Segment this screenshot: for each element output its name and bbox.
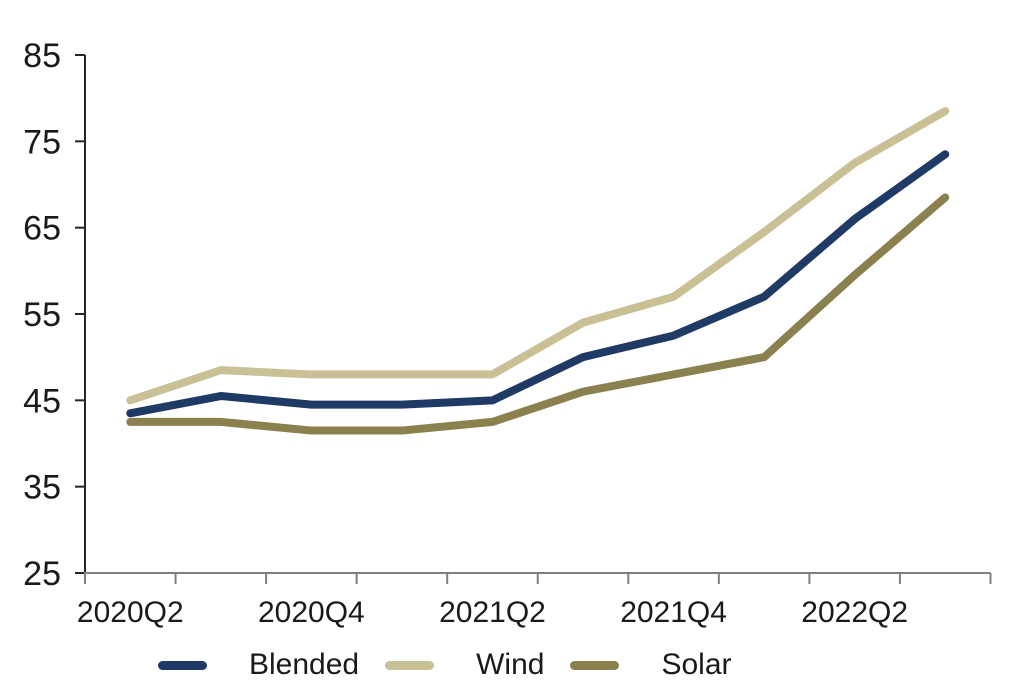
- y-axis-tick-label: 35: [23, 469, 61, 507]
- y-axis-tick-label: 65: [23, 210, 61, 248]
- y-axis-tick-label: 55: [23, 296, 61, 334]
- x-axis-tick-label: 2022Q2: [801, 596, 908, 629]
- legend: Blended Wind Solar: [158, 645, 732, 685]
- legend-item-solar: Solar: [570, 648, 732, 682]
- legend-swatch-wind: [385, 660, 435, 670]
- y-axis-tick-label: 45: [23, 382, 61, 420]
- y-axis-tick-label: 25: [23, 555, 61, 593]
- x-axis-tick-label: 2020Q2: [77, 596, 184, 629]
- legend-swatch-solar: [570, 660, 620, 670]
- legend-item-wind: Wind: [385, 648, 544, 682]
- x-axis-tick-label: 2020Q4: [258, 596, 365, 629]
- y-axis-tick-label: 75: [23, 123, 61, 161]
- legend-swatch-blended: [158, 660, 207, 670]
- y-axis-tick-label: 85: [23, 37, 61, 75]
- legend-label-blended: Blended: [249, 648, 360, 681]
- x-axis-tick-label: 2021Q4: [620, 596, 727, 629]
- x-axis-tick-label: 2021Q2: [439, 596, 546, 629]
- series-line-wind: [126, 107, 950, 405]
- legend-item-blended: Blended: [158, 648, 359, 682]
- legend-label-wind: Wind: [476, 648, 545, 681]
- legend-label-solar: Solar: [661, 648, 732, 681]
- series-line-blended: [126, 150, 950, 418]
- series-line-solar: [126, 193, 950, 435]
